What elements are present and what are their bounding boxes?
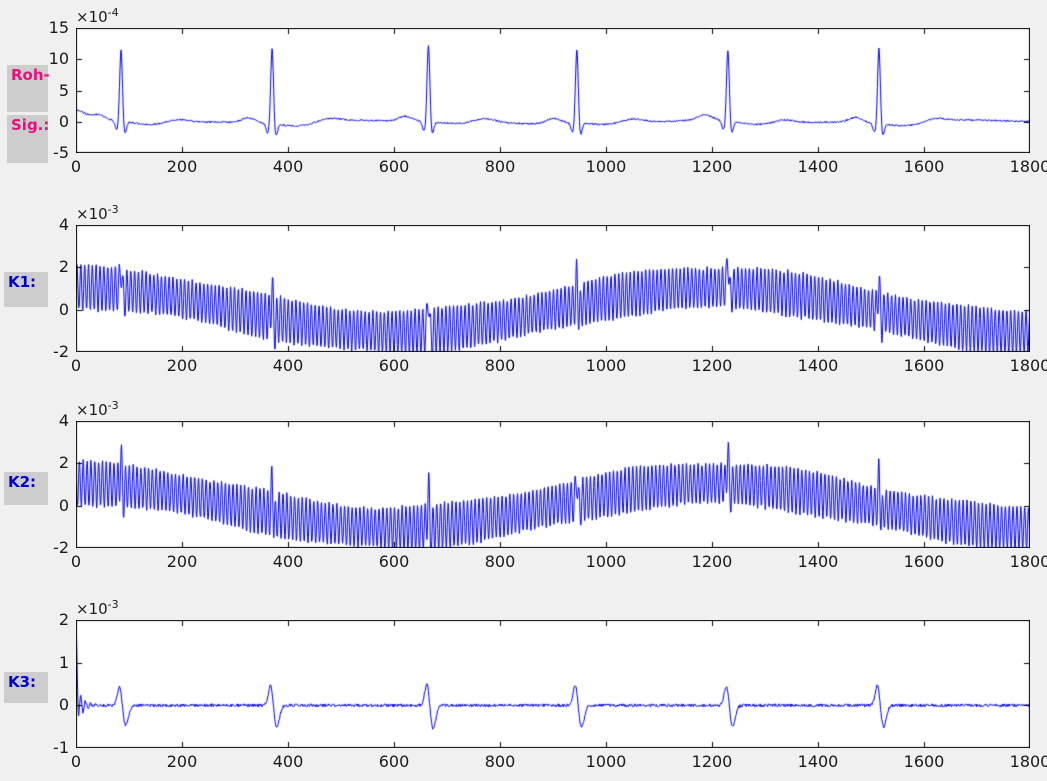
y-tick-label: -1 bbox=[53, 738, 69, 757]
y-tick-label: 5 bbox=[58, 80, 69, 100]
subplot-roh-sig: 0 200 400 600 800 1000 1200 1400 1600 1800 15 10 5 0-… bbox=[49, 6, 1047, 176]
x-tick-label: 1400 bbox=[797, 157, 839, 176]
x-tick-label: 1800 bbox=[1009, 552, 1047, 571]
label-roh: Roh- bbox=[7, 65, 50, 112]
y-tick-label: 15 bbox=[48, 18, 69, 37]
x-tick-label: 0 bbox=[70, 552, 82, 571]
y-tick-label: 4 bbox=[58, 411, 69, 430]
x-tick-label: 800 bbox=[484, 752, 516, 771]
x-tick-label: 400 bbox=[272, 752, 304, 771]
x-tick-label: 1800 bbox=[1009, 157, 1047, 176]
y-tick-label: 0 bbox=[58, 495, 69, 515]
x-tick-label: 1200 bbox=[691, 552, 733, 571]
k2-plot-canvas bbox=[76, 421, 1030, 548]
x-tick-label: 1600 bbox=[903, 157, 945, 176]
x-tick-label: 1600 bbox=[903, 552, 945, 571]
y-axis-exponent: ×10-4 bbox=[76, 6, 119, 26]
x-tick-label: 0 bbox=[70, 356, 82, 375]
y-tick-label: 0 bbox=[58, 111, 69, 131]
x-tick-label: 1000 bbox=[585, 752, 627, 771]
x-tick-label: 1600 bbox=[903, 752, 945, 771]
k1-plot-canvas bbox=[76, 225, 1030, 352]
x-tick-label: 1200 bbox=[691, 157, 733, 176]
x-tick-label: 200 bbox=[166, 752, 198, 771]
y-tick-label: 0 bbox=[58, 299, 69, 319]
x-tick-label: 1400 bbox=[797, 356, 839, 375]
y-tick-label: 2 bbox=[58, 453, 69, 473]
y-tick-label: -2 bbox=[53, 342, 69, 361]
x-tick-label: 200 bbox=[166, 356, 198, 375]
x-tick-label: 800 bbox=[484, 356, 516, 375]
y-axis-exponent: ×10-3 bbox=[76, 598, 119, 618]
x-tick-label: 1600 bbox=[903, 356, 945, 375]
y-axis-exponent: ×10-3 bbox=[76, 203, 119, 223]
subplot-k1: 0 200 400 600 800 1000 1200 1400 1600 1800 4 2 0 -2 ×1… bbox=[53, 203, 1047, 375]
x-tick-label: 0 bbox=[70, 157, 82, 176]
x-tick-label: 600 bbox=[378, 752, 410, 771]
x-tick-label: 400 bbox=[272, 552, 304, 571]
x-tick-label: 1000 bbox=[585, 552, 627, 571]
subplot-k2: 0 200 400 600 800 1000 1200 1400 1600 1800 4 2 0 -2 ×1… bbox=[53, 399, 1047, 571]
y-tick-label: 2 bbox=[58, 610, 69, 629]
x-tick-label: 1200 bbox=[691, 752, 733, 771]
label-k3: K3: bbox=[4, 672, 48, 703]
y-tick-label: 2 bbox=[58, 257, 69, 277]
k3-plot-canvas bbox=[76, 620, 1030, 748]
x-tick-label: 1200 bbox=[691, 356, 733, 375]
y-tick-label: 1 bbox=[58, 652, 69, 672]
x-tick-label: 200 bbox=[166, 157, 198, 176]
x-tick-label: 400 bbox=[272, 157, 304, 176]
x-tick-label: 1400 bbox=[797, 752, 839, 771]
x-tick-label: 200 bbox=[166, 552, 198, 571]
label-sig: Sig.: bbox=[7, 115, 49, 163]
x-tick-label: 600 bbox=[378, 157, 410, 176]
roh-sig-plot-canvas bbox=[76, 28, 1030, 153]
x-tick-label: 1000 bbox=[585, 356, 627, 375]
label-k1: K1: bbox=[4, 272, 48, 307]
x-tick-label: 1000 bbox=[585, 157, 627, 176]
y-tick-label: 4 bbox=[58, 215, 69, 234]
x-tick-label: 800 bbox=[484, 157, 516, 176]
x-tick-label: 600 bbox=[378, 552, 410, 571]
y-axis-exponent: ×10-3 bbox=[76, 399, 119, 419]
subplot-k3: 0 200 400 600 800 1000 1200 1400 1600 1800 2 1 0 -1 ×1… bbox=[53, 598, 1047, 771]
x-tick-label: 600 bbox=[378, 356, 410, 375]
y-tick-label: -2 bbox=[53, 538, 69, 557]
x-tick-label: 1800 bbox=[1009, 752, 1047, 771]
x-tick-label: 1800 bbox=[1009, 356, 1047, 375]
y-tick-label: 0 bbox=[58, 695, 69, 715]
x-tick-label: 1400 bbox=[797, 552, 839, 571]
x-tick-label: 0 bbox=[70, 752, 82, 771]
y-tick-label: 10 bbox=[48, 49, 69, 69]
x-tick-label: 400 bbox=[272, 356, 304, 375]
label-k2: K2: bbox=[4, 472, 48, 505]
y-tick-label: -5 bbox=[53, 143, 69, 162]
x-tick-label: 800 bbox=[484, 552, 516, 571]
